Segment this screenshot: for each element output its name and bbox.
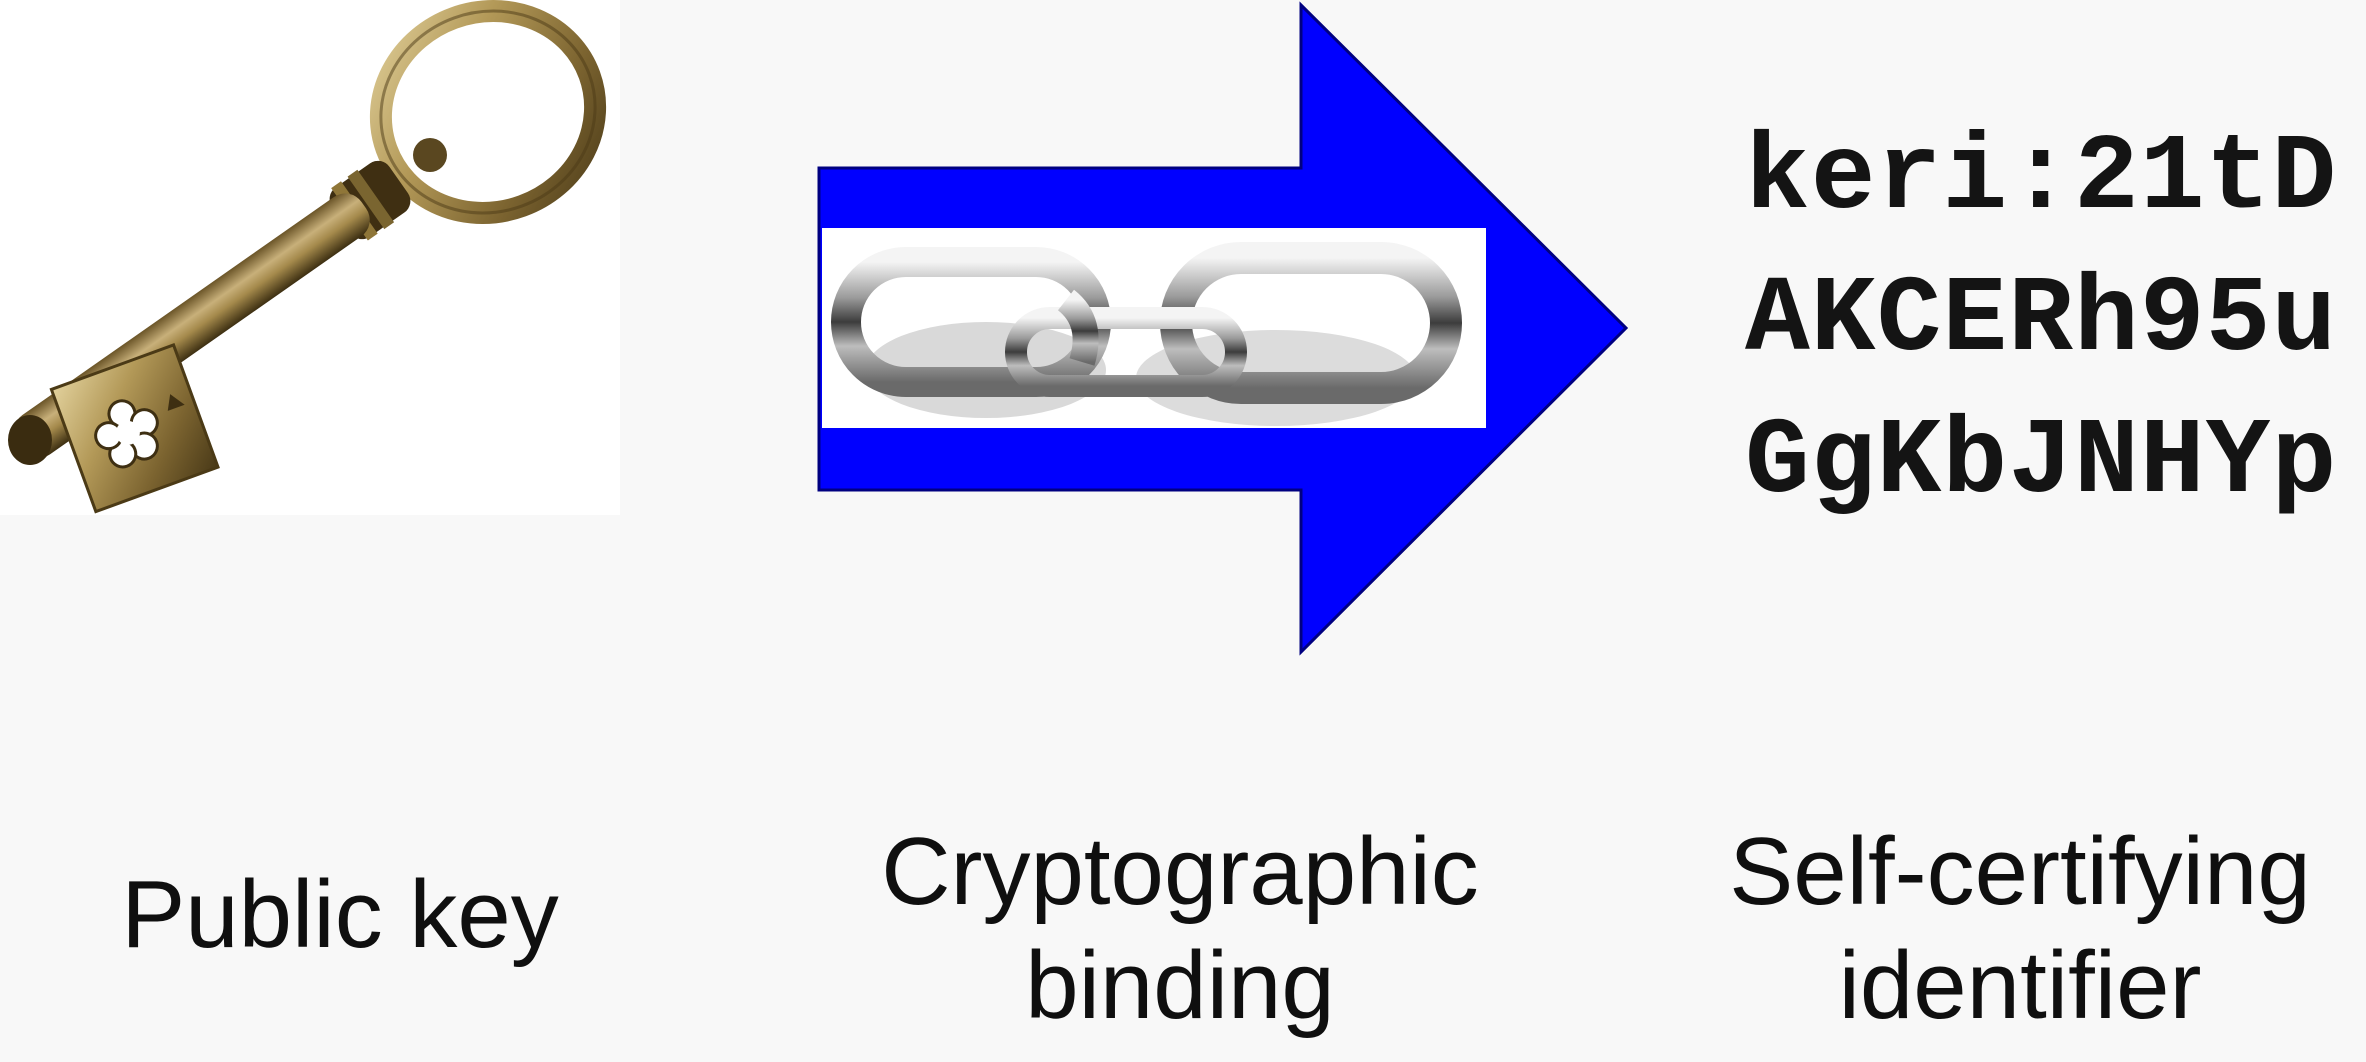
caption-cryptographic-binding: Cryptographic binding bbox=[881, 818, 1479, 1039]
caption-self-certifying-identifier: Self-certifying identifier bbox=[1729, 818, 2311, 1039]
arrow-icon bbox=[817, 1, 1629, 656]
identifier-line-1: keri:21tD bbox=[1745, 118, 2338, 240]
identifier-line-3: GgKbJNHYp bbox=[1745, 402, 2338, 524]
caption-public-key: Public key bbox=[121, 861, 559, 968]
identifier-line-2: AKCERh95u bbox=[1745, 260, 2338, 382]
self-certifying-identifier: keri:21tD AKCERh95u GgKbJNHYp bbox=[1745, 108, 2345, 534]
chain-link-icon bbox=[831, 242, 1462, 426]
antique-key-icon bbox=[0, 0, 620, 515]
